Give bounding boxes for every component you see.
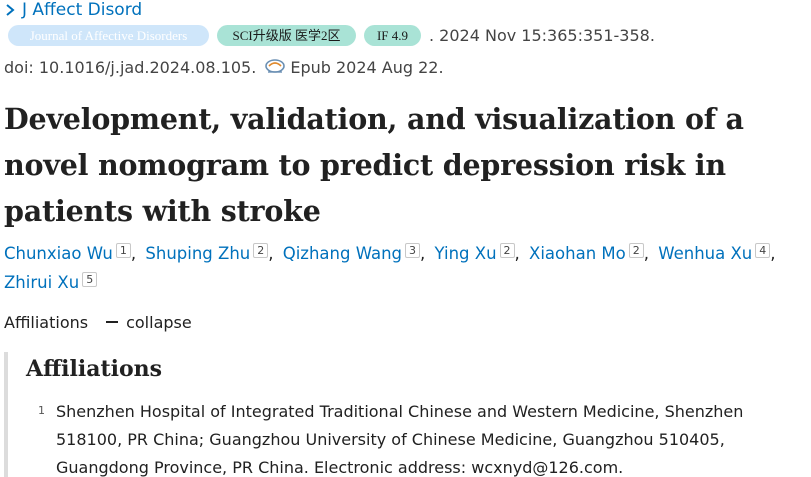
affiliation-text: Shenzhen Hospital of Integrated Traditio… [56,402,744,477]
affiliations-toggle[interactable]: Affiliations collapse [4,310,192,334]
author-affiliation-number[interactable]: 2 [253,243,269,258]
citation-details: . 2024 Nov 15:365:351-358. [429,25,655,45]
author-affiliation-number[interactable]: 3 [405,243,421,258]
author-list: Chunxiao Wu 1, Shuping Zhu 2, Qizhang Wang… [4,243,776,292]
author-link[interactable]: Zhirui Xu [4,273,80,292]
author-affiliation-number[interactable]: 1 [115,243,131,258]
author-link[interactable]: Qizhang Wang [282,244,403,263]
author-affiliation-number[interactable]: 5 [82,272,98,287]
sci-rank-badge[interactable]: SCI升级版 医学2区 [217,24,356,46]
collapse-link[interactable]: collapse [126,312,192,332]
badge-row: Journal of Affective Disorders SCI升级版 医学… [8,24,655,46]
journal-full-badge[interactable]: Journal of Affective Disorders [8,24,209,46]
affiliation-item: 1 Shenzhen Hospital of Integrated Tradit… [38,398,808,477]
doi-text: doi: 10.1016/j.jad.2024.08.105. [4,57,257,77]
affiliations-heading: Affiliations [26,356,163,382]
author-affiliation-number[interactable]: 4 [755,243,771,258]
journal-link[interactable]: J Affect Disord [22,0,143,20]
doi-row: doi: 10.1016/j.jad.2024.08.105. Epub 202… [4,56,444,78]
chevron-right-icon[interactable] [4,3,18,17]
epub-icon [264,58,286,76]
author-affiliation-number[interactable]: 2 [499,243,515,258]
author-link[interactable]: Shuping Zhu [145,244,251,263]
author-link[interactable]: Xiaohan Mo [529,244,626,263]
author-link[interactable]: Wenhua Xu [658,244,753,263]
affiliations-panel: Affiliations 1 Shenzhen Hospital of Inte… [4,352,809,477]
author-affiliation-number[interactable]: 2 [628,243,644,258]
article-title: Development, validation, and visualizati… [4,102,744,228]
affiliations-toggle-label: Affiliations [4,312,89,332]
author-link[interactable]: Ying Xu [434,244,497,263]
minus-icon [106,321,119,323]
epub-text: Epub 2024 Aug 22. [290,57,444,77]
author-link[interactable]: Chunxiao Wu [4,244,113,263]
affiliation-number: 1 [38,404,45,417]
impact-factor-badge[interactable]: IF 4.9 [364,24,421,46]
journal-row: J Affect Disord [4,0,142,20]
